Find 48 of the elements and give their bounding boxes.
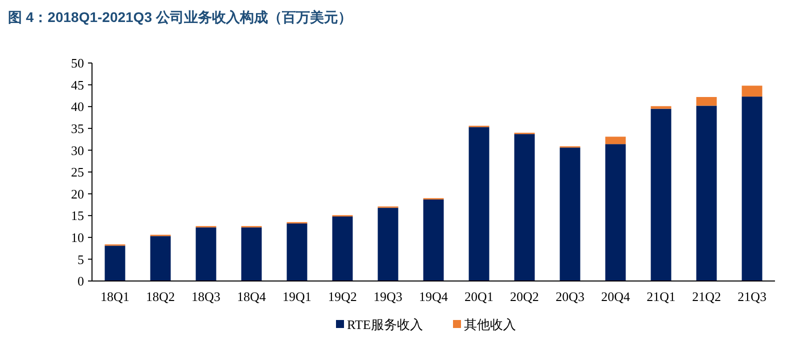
x-tick-label: 21Q1 xyxy=(646,289,676,304)
y-tick-label: 35 xyxy=(71,120,84,136)
x-tick-label: 19Q4 xyxy=(419,289,448,304)
bar xyxy=(378,208,398,281)
y-tick-label: 45 xyxy=(71,77,84,92)
x-tick-label: 20Q1 xyxy=(464,289,494,304)
bar xyxy=(286,223,308,281)
x-tick-label: 21Q2 xyxy=(692,289,721,304)
bar xyxy=(650,106,672,109)
bar xyxy=(241,227,262,281)
bar xyxy=(468,127,490,281)
x-tick-label: 18Q2 xyxy=(146,289,175,304)
bar xyxy=(332,216,353,281)
x-tick-label: 19Q1 xyxy=(282,289,312,304)
bar xyxy=(742,96,762,281)
x-tick-label: 20Q2 xyxy=(510,289,539,304)
x-tick-label: 19Q2 xyxy=(328,289,357,304)
x-tick-label: 20Q3 xyxy=(556,289,584,304)
bar xyxy=(196,227,216,281)
legend-label: RTE服务收入 xyxy=(347,317,423,332)
x-tick-label: 21Q3 xyxy=(738,289,766,304)
chart-title: 图 4：2018Q1-2021Q3 公司业务收入构成（百万美元） xyxy=(8,9,352,25)
bar xyxy=(423,199,444,281)
bar xyxy=(104,246,126,281)
x-tick-label: 18Q4 xyxy=(237,289,266,304)
x-tick-label: 20Q4 xyxy=(601,289,630,304)
bar xyxy=(696,106,717,281)
y-tick-label: 10 xyxy=(71,230,84,245)
x-tick-label: 19Q3 xyxy=(374,289,402,304)
bar xyxy=(150,236,171,281)
y-tick-label: 30 xyxy=(71,142,84,158)
bar xyxy=(605,144,626,281)
y-tick-label: 0 xyxy=(78,274,84,289)
x-tick-label: 18Q1 xyxy=(100,289,130,304)
y-tick-label: 20 xyxy=(71,186,84,202)
bar xyxy=(560,148,580,281)
y-tick-label: 15 xyxy=(71,208,84,224)
y-tick-label: 5 xyxy=(78,252,84,267)
bar xyxy=(605,136,626,144)
y-tick-label: 25 xyxy=(71,164,84,180)
legend-label: 其他收入 xyxy=(464,317,516,332)
bar xyxy=(514,134,535,281)
y-tick-label: 40 xyxy=(71,99,84,114)
bar xyxy=(742,86,762,97)
x-tick-label: 18Q3 xyxy=(192,289,220,304)
y-tick-label: 50 xyxy=(71,56,84,71)
bar xyxy=(696,97,717,106)
bar xyxy=(650,108,672,281)
